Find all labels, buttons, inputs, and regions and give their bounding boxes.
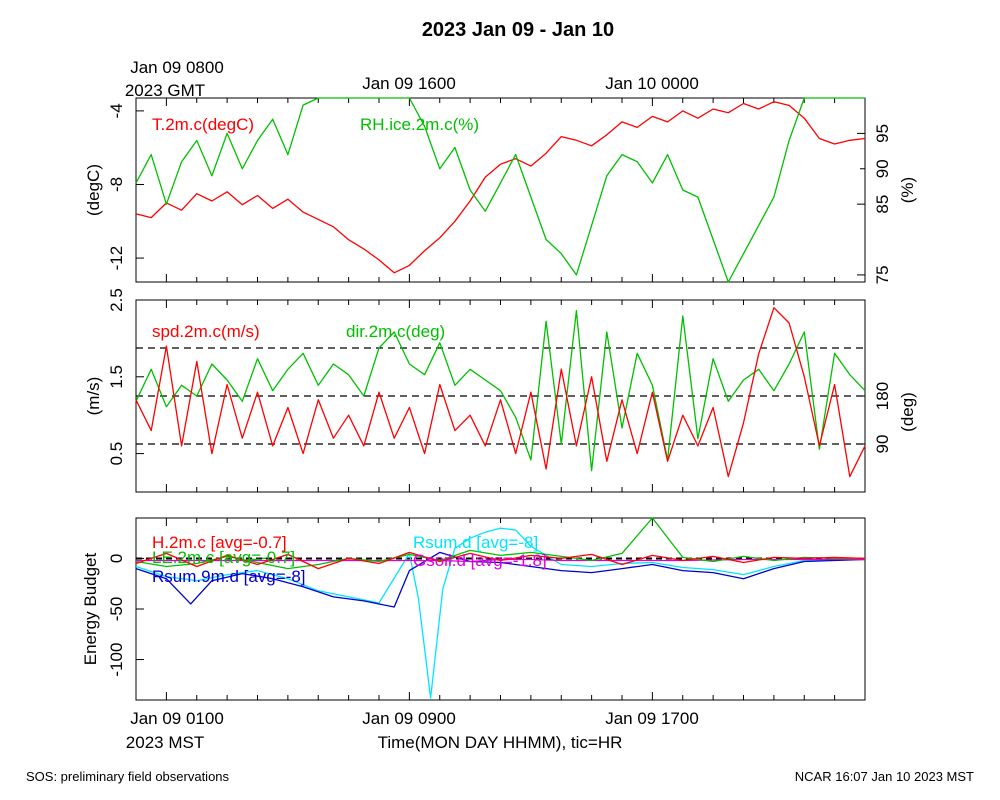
panel1-left-axis-title: (degC) (84, 164, 103, 216)
footer-left: SOS: preliminary field observations (26, 769, 230, 784)
panel2-left-tick-label: 1.5 (107, 365, 126, 389)
panel3-axis-title: Energy Budget (81, 552, 100, 665)
panel3-series-le (135, 517, 865, 570)
panel2-right-tick-label: 90 (873, 435, 892, 454)
panel1-legend-temperature: T.2m.c(degC) (152, 115, 254, 134)
panel-temperature-humidity: -4 -8 -12 95 85 75 90 (degC) (%) T.2m.c(degC) RH.i… (84, 97, 917, 284)
panel1-series-rh-ice (135, 97, 865, 283)
panel1-left-tick-label: -8 (107, 177, 126, 192)
panel3-series-rsum (135, 527, 866, 699)
panel1-right-tick-label: 95 (873, 124, 892, 143)
panel3-legend-rsum: Rsum.d [avg=-8] (413, 533, 538, 552)
bottom-axis-first-label: Jan 09 0100 (130, 709, 224, 728)
panel1-right-minor-tick-label: 90 (873, 159, 892, 178)
panel2-left-tick-label: 0.5 (107, 442, 126, 466)
panel2-right-tick-label: 180 (873, 382, 892, 410)
panel2-series-wind-speed (135, 307, 866, 478)
footer-right: NCAR 16:07 Jan 10 2023 MST (795, 769, 974, 784)
panel1-right-tick-label: 75 (873, 265, 892, 284)
bottom-axis-label-1: Jan 09 0900 (362, 709, 456, 728)
panel3-left-tick-label: -100 (107, 643, 126, 677)
top-axis-gmt-first-line: Jan 09 0800 (130, 58, 224, 77)
bottom-axis-mst-label: 2023 MST (126, 733, 204, 752)
panel1-right-axis-title: (%) (898, 177, 917, 203)
panel2-right-axis-title: (deg) (898, 392, 917, 432)
panel2-series-wind-direction (135, 310, 866, 472)
panel3-left-tick-label: 0 (107, 554, 126, 563)
panel2-legend-wind-direction: dir.2m.c(deg) (346, 322, 445, 341)
panel3-series-rsum-9m (135, 551, 866, 608)
panel3-legend-rsum-9m: Rsum.9m.d [avg=-8] (152, 567, 306, 586)
chart-title: 2023 Jan 09 - Jan 10 (422, 19, 614, 41)
panel1-legend-rh-ice: RH.ice.2m.c(%) (360, 115, 479, 134)
panel3-legend-le: LE.2m.c [avg=-0.7] (152, 548, 295, 567)
top-axis-gmt-second-line: 2023 GMT (125, 81, 205, 100)
panel-energy-budget: 0 -50 -100 Energy Budget H.2m.c [avg=-0.7]LE… (81, 517, 866, 701)
panel3-legend-h: H.2m.c [avg=-0.7] (152, 533, 287, 552)
panel3-left-tick-label: -50 (107, 597, 126, 622)
panel2-left-axis-title: (m/s) (84, 377, 103, 416)
x-axis-title: Time(MON DAY HHMM), tic=HR (378, 733, 623, 752)
bottom-axis-label-2: Jan 09 1700 (605, 709, 699, 728)
panel1-right-tick-label: 85 (873, 195, 892, 214)
top-axis-label-1: Jan 09 1600 (362, 74, 456, 93)
panel-wind: 2.5 1.5 0.5 180 90 (m/s) (deg) spd.2m.c(m/s) dir… (84, 288, 917, 493)
panel1-series-temperature (135, 101, 866, 274)
panel2-left-tick-label: 2.5 (107, 288, 126, 312)
panel1-left-tick-label: -12 (107, 246, 126, 271)
panel3-series-h (135, 551, 866, 570)
panel1-left-tick-label: -4 (107, 103, 126, 118)
top-axis-label-2: Jan 10 0000 (605, 74, 699, 93)
panel3-legend-gsoil: Gsoil.d [avg=-1.8] (413, 551, 547, 570)
panel2-legend-wind-speed: spd.2m.c(m/s) (152, 322, 260, 341)
